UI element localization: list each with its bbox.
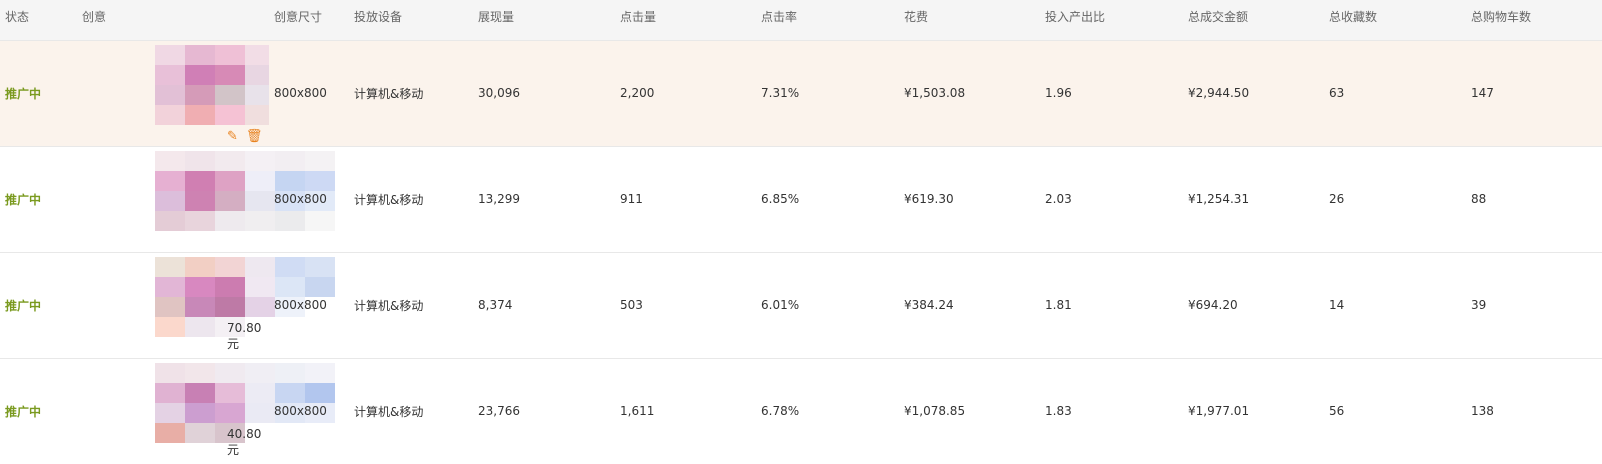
column-header[interactable]: 总成交金额: [1183, 0, 1324, 40]
creative-price: 70.80元: [227, 320, 262, 351]
impressions-cell: 8,374: [473, 251, 615, 358]
column-header[interactable]: 花费: [899, 0, 1040, 40]
delete-icon[interactable]: 🗑: [245, 128, 263, 144]
cost-cell: ¥1,078.85: [899, 357, 1040, 464]
carts-cell: 138: [1466, 357, 1602, 464]
creative-cell: [77, 145, 335, 252]
creative-cell: 70.80元: [77, 251, 335, 358]
column-header[interactable]: 投放设备: [349, 0, 473, 40]
gmv-cell: ¥2,944.50: [1183, 39, 1324, 146]
status-cell: 推广中: [0, 251, 77, 358]
cost-cell: ¥1,503.08: [899, 39, 1040, 146]
column-header[interactable]: 投入产出比: [1040, 0, 1183, 40]
table-row[interactable]: 推广中 40.80元 800x800 计算机&移动 23,766 1,611 6.78% ¥1…: [0, 357, 1602, 464]
impressions-cell: 13,299: [473, 145, 615, 252]
column-header[interactable]: 总收藏数: [1324, 0, 1466, 40]
ctr-cell: 6.85%: [756, 145, 899, 252]
clicks-cell: 1,611: [615, 357, 756, 464]
favorites-cell: 14: [1324, 251, 1466, 358]
impressions-cell: 23,766: [473, 357, 615, 464]
creative-size-cell: 800x800: [269, 357, 349, 464]
cost-cell: ¥619.30: [899, 145, 1040, 252]
ctr-cell: 6.78%: [756, 357, 899, 464]
gmv-cell: ¥694.20: [1183, 251, 1324, 358]
roi-cell: 1.96: [1040, 39, 1183, 146]
column-header[interactable]: 点击率: [756, 0, 899, 40]
creative-cell: 40.80元: [77, 357, 335, 464]
clicks-cell: 2,200: [615, 39, 756, 146]
ctr-cell: 7.31%: [756, 39, 899, 146]
device-cell: 计算机&移动: [349, 251, 473, 358]
column-header[interactable]: 状态: [0, 0, 77, 40]
status-label: 推广中: [5, 86, 42, 101]
roi-cell: 1.83: [1040, 357, 1183, 464]
status-cell: 推广中: [0, 357, 77, 464]
column-header[interactable]: 创意尺寸: [269, 0, 349, 40]
gmv-cell: ¥1,254.31: [1183, 145, 1324, 252]
carts-cell: 147: [1466, 39, 1602, 146]
creative-size-cell: 800x800: [269, 145, 349, 252]
favorites-cell: 63: [1324, 39, 1466, 146]
favorites-cell: 26: [1324, 145, 1466, 252]
status-label: 推广中: [5, 192, 42, 207]
favorites-cell: 56: [1324, 357, 1466, 464]
column-header[interactable]: 展现量: [473, 0, 615, 40]
creative-size-cell: 800x800: [269, 251, 349, 358]
impressions-cell: 30,096: [473, 39, 615, 146]
gmv-cell: ¥1,977.01: [1183, 357, 1324, 464]
status-label: 推广中: [5, 298, 42, 313]
device-cell: 计算机&移动: [349, 145, 473, 252]
status-cell: 推广中: [0, 39, 77, 146]
edit-icon[interactable]: ✎: [227, 128, 238, 144]
clicks-cell: 911: [615, 145, 756, 252]
table-header: 状态 创意 创意尺寸 投放设备 展现量 点击量 点击率 花费 投入产出比 总成交金额 总收藏数 总购物…: [0, 0, 1602, 40]
status-label: 推广中: [5, 404, 42, 419]
device-cell: 计算机&移动: [349, 357, 473, 464]
creative-cell: ✎🗑⧉: [77, 39, 335, 146]
creative-price: 40.80元: [227, 427, 262, 457]
creative-size-cell: 800x800: [269, 39, 349, 146]
clicks-cell: 503: [615, 251, 756, 358]
roi-cell: 2.03: [1040, 145, 1183, 252]
column-header[interactable]: 总购物车数: [1466, 0, 1602, 40]
table-row[interactable]: 推广中✎🗑⧉800x800计算机&移动30,0962,2007.31%¥1,50…: [0, 39, 1602, 146]
column-header[interactable]: 创意: [77, 0, 269, 40]
column-header[interactable]: 点击量: [615, 0, 756, 40]
ctr-cell: 6.01%: [756, 251, 899, 358]
table-row[interactable]: 推广中 800x800 计算机&移动 13,299 911 6.85% ¥619.30 2.0…: [0, 145, 1602, 252]
table-row[interactable]: 推广中 70.80元 800x800 计算机&移动 8,374 503 6.01% ¥384.…: [0, 251, 1602, 358]
status-cell: 推广中: [0, 145, 77, 252]
carts-cell: 39: [1466, 251, 1602, 358]
device-cell: 计算机&移动: [349, 39, 473, 146]
cost-cell: ¥384.24: [899, 251, 1040, 358]
roi-cell: 1.81: [1040, 251, 1183, 358]
carts-cell: 88: [1466, 145, 1602, 252]
